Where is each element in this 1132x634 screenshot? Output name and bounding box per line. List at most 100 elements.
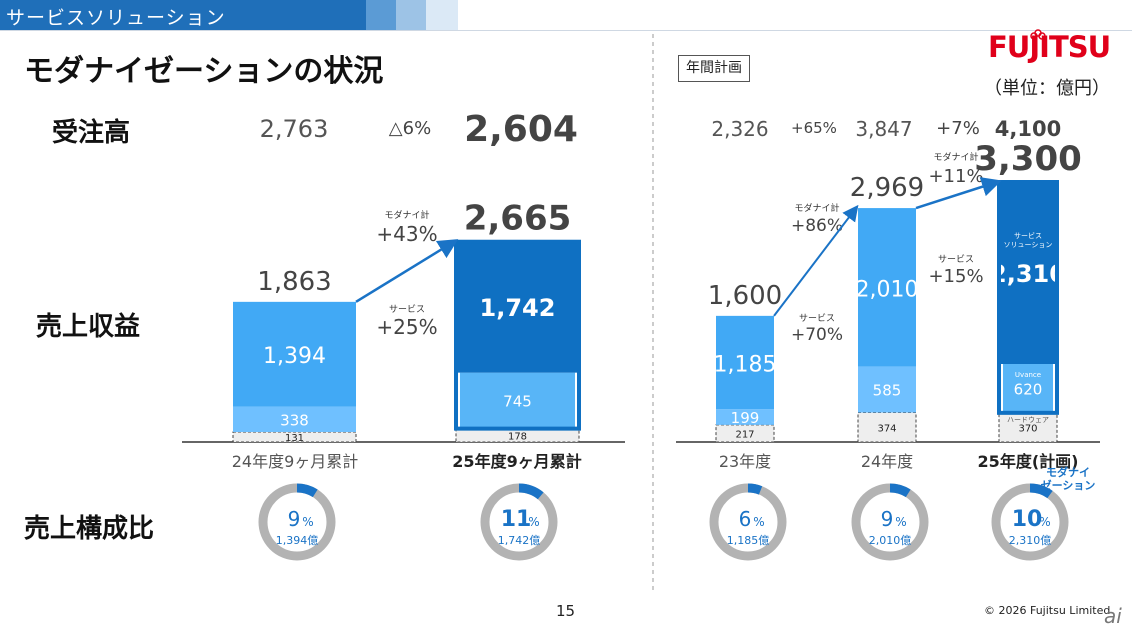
orders-value: 3,847: [855, 117, 912, 141]
bar-label-sub: 199: [731, 409, 760, 427]
orders-value: 2,763: [260, 115, 329, 143]
section-title: サービスソリューション: [6, 7, 226, 29]
bar-segment-sub: [1003, 364, 1053, 413]
growth-value: +43%: [376, 222, 437, 246]
bar-segment-sub: [858, 366, 916, 413]
plan-label-service: サービス: [1014, 231, 1042, 240]
donut-percent: 10: [1012, 507, 1043, 532]
orders-value: 2,604: [464, 109, 578, 150]
bar-segment-main: [456, 241, 579, 373]
donut-percent: 11: [501, 507, 532, 532]
bar-label-hardware: 374: [877, 423, 896, 434]
orders-change: +65%: [791, 119, 837, 137]
orders-row-label: 受注高: [52, 118, 131, 148]
donut-percent: 6: [739, 507, 752, 531]
growth-arrow: [355, 239, 459, 303]
bar-label-main: 2,010: [856, 277, 919, 302]
page-number: 15: [556, 602, 576, 620]
donut-percent: 9: [881, 507, 894, 531]
category-label: 23年度: [719, 452, 771, 471]
donut-percent-sign: %: [528, 515, 539, 529]
bar-outline: [997, 180, 1059, 415]
bar-label-main: 1,742: [480, 294, 556, 322]
bar-segment-sub: [716, 409, 774, 425]
donut-amount: 1,185億: [727, 534, 770, 547]
category-label: 25年度(計画): [978, 452, 1079, 471]
bar-segment-sub: [460, 372, 575, 429]
bar-label-sub: 585: [873, 381, 902, 399]
plan-box: 年間計画: [678, 55, 750, 82]
bar-total-label: 2,665: [464, 199, 572, 239]
growth-label: サービス: [938, 254, 974, 265]
growth-label: モダナイ計: [794, 202, 839, 214]
bar-segment-hardware: [998, 412, 1058, 443]
bar-segment-main: [233, 301, 356, 407]
growth-arrow: [915, 177, 1002, 210]
growth-value: +25%: [376, 315, 437, 339]
header-bar: [0, 0, 366, 30]
revenue-row-label: 売上収益: [36, 312, 141, 342]
donut-percent: 9: [288, 507, 301, 531]
bar-segment-main: [858, 208, 916, 367]
bar-label-sub: 745: [503, 393, 532, 411]
growth-label: モダナイ計: [933, 151, 978, 163]
bar-total-label: 1,863: [257, 267, 331, 297]
bar-label-hardware: 131: [285, 433, 304, 444]
plan-label-uvance: Uvance: [1015, 371, 1041, 379]
bar-total-label: 2,969: [850, 173, 924, 203]
donut-fill: [709, 483, 787, 561]
ratio-row-label: 売上構成比: [24, 514, 155, 544]
category-label: 24年度: [861, 452, 913, 471]
header-accent-3: [426, 0, 458, 30]
category-label: 24年度9ヶ月累計: [232, 452, 359, 471]
header-rule: [0, 30, 1132, 31]
bar-segment-hardware: [857, 412, 917, 443]
donut-percent-sign: %: [1039, 515, 1050, 529]
orders-value: 4,100: [995, 117, 1061, 141]
growth-value: +86%: [791, 216, 843, 236]
growth-label: サービス: [799, 313, 835, 324]
ai-watermark: ai: [1104, 604, 1122, 628]
donut-amount: 2,310億: [1009, 534, 1052, 547]
bar-total-label: 3,300: [974, 139, 1082, 179]
logo-text: FUJITSU: [988, 30, 1111, 64]
bar-segment-main: [716, 315, 774, 410]
donut-percent-sign: %: [302, 515, 313, 529]
growth-arrow: [773, 204, 859, 317]
bar-label-sub: 620: [1014, 380, 1043, 398]
unit-label: （単位：億円）: [984, 78, 1110, 99]
donut-percent-sign: %: [753, 515, 764, 529]
orders-change: +7%: [936, 118, 980, 139]
growth-value: +11%: [928, 166, 983, 187]
donut-fill: [851, 483, 929, 561]
bar-outline: [454, 239, 581, 431]
bar-label-sub: 338: [280, 411, 309, 429]
page-title: モダナイゼーションの状況: [24, 54, 384, 89]
category-label: 25年度9ヶ月累計: [452, 452, 581, 471]
growth-label: サービス: [389, 304, 425, 315]
donut-amount: 1,394億: [276, 534, 319, 547]
bar-total-label: 1,600: [708, 281, 782, 311]
bar-label-hardware: 178: [508, 431, 527, 442]
orders-value: 2,326: [711, 117, 768, 141]
growth-value: +15%: [928, 266, 983, 287]
bar-label-hardware: 370: [1018, 423, 1037, 434]
donut-annotation: モダナイ: [1046, 465, 1090, 479]
bar-label-hardware: 217: [735, 429, 754, 440]
donut-percent-sign: %: [895, 515, 906, 529]
donut-fill: [991, 483, 1069, 561]
donut-amount: 1,742億: [498, 534, 541, 547]
bar-segment-sub: [233, 406, 356, 432]
bar-segment-hardware: [715, 424, 775, 443]
donut-annotation: ゼーション: [1041, 478, 1096, 492]
fujitsu-logo: FUJITSU: [988, 29, 1111, 64]
bar-label-main: 2,310: [990, 260, 1066, 288]
growth-value: +70%: [791, 325, 843, 345]
growth-label: モダナイ計: [384, 209, 429, 221]
header-accent-2: [396, 0, 426, 30]
copyright: © 2026 Fujitsu Limited: [984, 604, 1111, 617]
bar-label-main: 1,185: [714, 353, 777, 378]
donut-amount: 2,010億: [869, 534, 912, 547]
header-accent-1: [366, 0, 396, 30]
